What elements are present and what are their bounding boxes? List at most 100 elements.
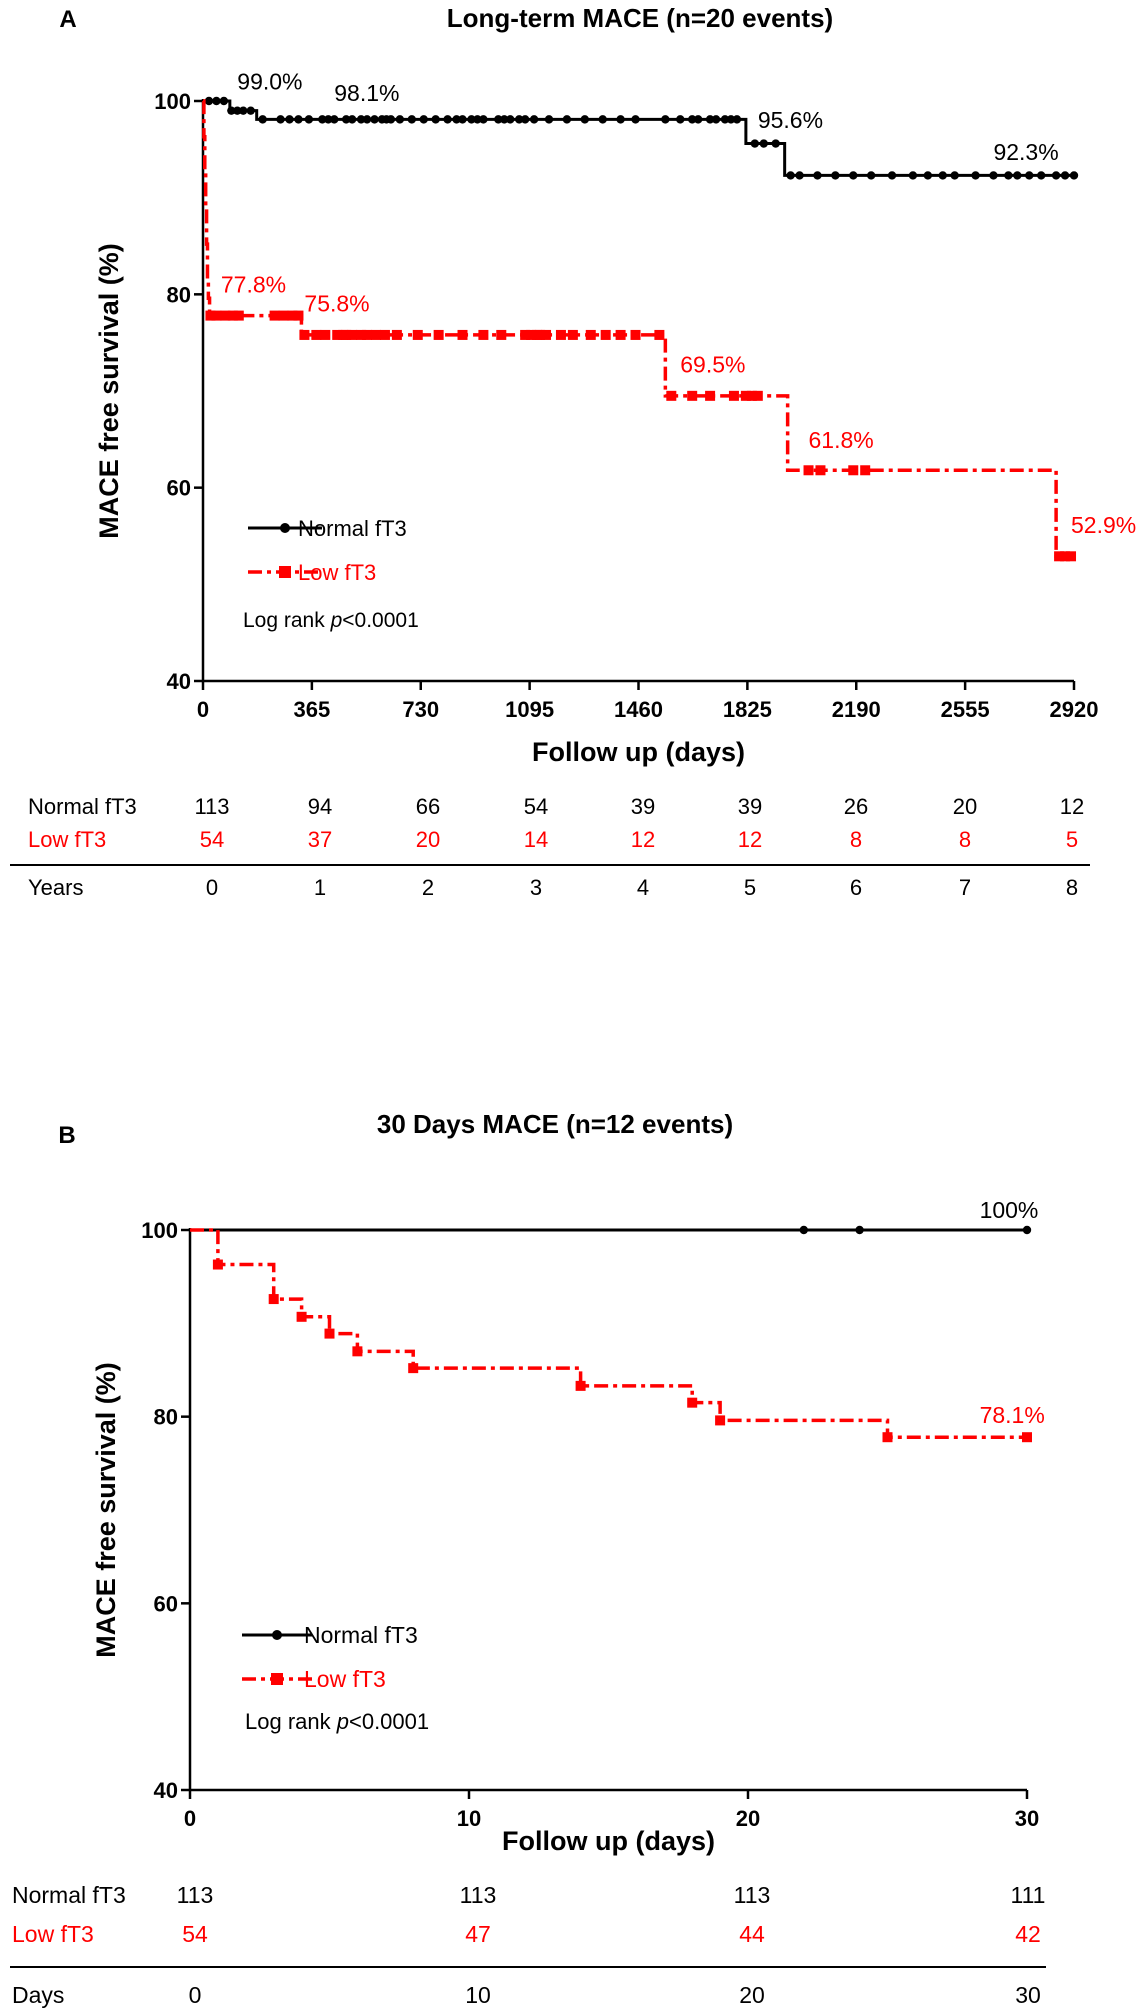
censor-mark-normal-ft3 [227, 106, 236, 115]
y-tick-label: 100 [141, 1218, 178, 1243]
censor-mark-low-ft3 [269, 310, 280, 321]
risk-row-label-low-ft3: Low fT3 [12, 1921, 94, 1947]
censor-mark-normal-ft3 [529, 115, 539, 124]
censor-mark-normal-ft3 [732, 115, 742, 124]
y-tick-label: 80 [154, 1405, 178, 1430]
censor-mark-low-ft3 [815, 465, 826, 476]
censor-mark-normal-ft3 [1022, 1225, 1032, 1235]
x-tick-label: 1460 [614, 697, 663, 722]
censor-mark-low-ft3 [630, 329, 641, 340]
censor-mark-normal-ft3 [514, 115, 524, 124]
risk-count-normal-ft3: 113 [734, 1882, 771, 1908]
risk-count-low-ft3: 47 [465, 1921, 491, 1947]
risk-time-value: 30 [1015, 1982, 1041, 2008]
survival-annotation-low-ft3: 77.8% [221, 271, 286, 297]
censor-mark-low-ft3 [268, 1294, 279, 1305]
risk-count-normal-ft3: 111 [1011, 1882, 1046, 1908]
censor-mark-normal-ft3 [212, 96, 221, 106]
risk-count-low-ft3: 12 [738, 827, 762, 852]
y-tick-label: 60 [154, 1591, 178, 1616]
x-tick-label: 1825 [723, 697, 772, 722]
legend-label-low-ft3: Low fT3 [304, 1666, 386, 1692]
censor-mark-normal-ft3 [285, 115, 294, 124]
log-rank-stat: Log rank p<0.0001 [245, 1709, 429, 1734]
censor-mark-normal-ft3 [631, 115, 640, 124]
censor-mark-normal-ft3 [341, 115, 351, 124]
censor-mark-low-ft3 [1066, 551, 1077, 562]
survival-annotation-normal-ft3: 98.1% [334, 80, 399, 106]
log-rank-prefix: Log rank [243, 609, 331, 632]
legend-label-normal-ft3: Normal fT3 [304, 1622, 418, 1648]
censor-mark-normal-ft3 [407, 115, 417, 124]
legend-label-low-ft3: Low fT3 [298, 560, 376, 585]
risk-time-value: 10 [465, 1982, 491, 2008]
censor-mark-low-ft3 [408, 1363, 419, 1374]
censor-mark-low-ft3 [227, 310, 238, 321]
log-rank-p: p [336, 1709, 349, 1734]
censor-mark-normal-ft3 [233, 106, 242, 115]
censor-mark-normal-ft3 [616, 115, 625, 124]
censor-mark-normal-ft3 [356, 115, 366, 124]
censor-mark-low-ft3 [296, 1311, 307, 1322]
panel-label: A [59, 6, 76, 33]
censor-mark-normal-ft3 [1036, 171, 1046, 180]
censor-mark-normal-ft3 [494, 115, 503, 124]
censor-mark-low-ft3 [220, 310, 231, 321]
censor-mark-normal-ft3 [362, 115, 372, 124]
survival-annotation-normal-ft3: 99.0% [237, 68, 302, 94]
survival-annotation-low-ft3: 61.8% [809, 427, 874, 453]
censor-mark-low-ft3 [740, 390, 751, 401]
risk-count-low-ft3: 5 [1066, 827, 1078, 852]
censor-mark-normal-ft3 [726, 115, 736, 124]
censor-mark-normal-ft3 [831, 171, 840, 180]
x-axis-label: Follow up (days) [502, 1826, 715, 1856]
censor-mark-low-ft3 [347, 329, 358, 340]
risk-count-low-ft3: 8 [850, 827, 862, 852]
risk-count-normal-ft3: 12 [1060, 794, 1084, 819]
risk-time-value: 7 [959, 875, 971, 900]
risk-row-label-normal-ft3: Normal fT3 [28, 794, 137, 819]
censor-mark-low-ft3 [728, 390, 739, 401]
risk-count-low-ft3: 44 [739, 1921, 765, 1947]
censor-mark-normal-ft3 [544, 115, 554, 124]
x-tick-label: 20 [736, 1806, 760, 1831]
risk-count-low-ft3: 12 [631, 827, 655, 852]
censor-mark-normal-ft3 [598, 115, 607, 124]
censor-mark-low-ft3 [654, 329, 665, 340]
censor-mark-normal-ft3 [294, 115, 303, 124]
censor-mark-normal-ft3 [506, 115, 515, 124]
risk-time-value: 6 [850, 875, 862, 900]
censor-mark-low-ft3 [362, 329, 373, 340]
censor-mark-low-ft3 [555, 329, 566, 340]
risk-row-label-low-ft3: Low fT3 [28, 827, 106, 852]
censor-mark-low-ft3 [412, 329, 423, 340]
censor-mark-low-ft3 [1054, 551, 1065, 562]
survival-curve-normal-ft3 [203, 99, 1074, 177]
censor-mark-normal-ft3 [479, 115, 488, 124]
risk-time-value: 0 [206, 875, 218, 900]
x-tick-label: 1095 [505, 697, 554, 722]
risk-time-value: 20 [739, 1982, 765, 2008]
censor-mark-low-ft3 [332, 329, 343, 340]
censor-mark-normal-ft3 [330, 115, 339, 124]
censor-mark-normal-ft3 [1060, 171, 1070, 180]
censor-mark-low-ft3 [752, 390, 763, 401]
x-tick-label: 10 [457, 1806, 481, 1831]
risk-count-low-ft3: 54 [200, 827, 224, 852]
censor-mark-low-ft3 [341, 329, 352, 340]
x-axis-label: Follow up (days) [532, 737, 745, 767]
censor-mark-normal-ft3 [950, 171, 959, 180]
censor-mark-low-ft3 [371, 329, 382, 340]
y-tick-label: 100 [154, 89, 191, 114]
survival-annotation-low-ft3: 78.1% [980, 1402, 1045, 1428]
y-tick-label: 60 [167, 476, 191, 501]
censor-mark-low-ft3 [585, 329, 596, 340]
censor-mark-low-ft3 [526, 329, 537, 340]
censor-mark-normal-ft3 [347, 115, 357, 124]
censor-mark-normal-ft3 [520, 115, 530, 124]
censor-mark-normal-ft3 [386, 115, 396, 124]
censor-mark-low-ft3 [541, 329, 552, 340]
censor-mark-low-ft3 [520, 329, 531, 340]
risk-time-value: 5 [744, 875, 756, 900]
censor-mark-low-ft3 [575, 1380, 586, 1391]
